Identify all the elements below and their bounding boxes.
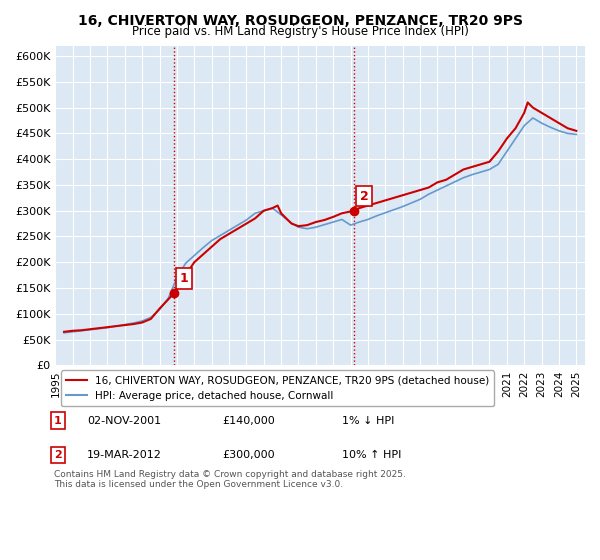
Text: Contains HM Land Registry data © Crown copyright and database right 2025.
This d: Contains HM Land Registry data © Crown c…: [54, 470, 406, 489]
Text: 02-NOV-2001: 02-NOV-2001: [87, 416, 161, 426]
Text: 1: 1: [54, 416, 62, 426]
Text: 10% ↑ HPI: 10% ↑ HPI: [342, 450, 401, 460]
Text: £140,000: £140,000: [222, 416, 275, 426]
Text: 16, CHIVERTON WAY, ROSUDGEON, PENZANCE, TR20 9PS: 16, CHIVERTON WAY, ROSUDGEON, PENZANCE, …: [77, 14, 523, 28]
Legend: 16, CHIVERTON WAY, ROSUDGEON, PENZANCE, TR20 9PS (detached house), HPI: Average : 16, CHIVERTON WAY, ROSUDGEON, PENZANCE, …: [61, 371, 494, 406]
Text: Price paid vs. HM Land Registry's House Price Index (HPI): Price paid vs. HM Land Registry's House …: [131, 25, 469, 38]
Text: 2: 2: [360, 190, 368, 203]
Text: 1% ↓ HPI: 1% ↓ HPI: [342, 416, 394, 426]
Text: 19-MAR-2012: 19-MAR-2012: [87, 450, 162, 460]
Text: 2: 2: [54, 450, 62, 460]
Text: £300,000: £300,000: [222, 450, 275, 460]
Text: 1: 1: [179, 272, 188, 285]
